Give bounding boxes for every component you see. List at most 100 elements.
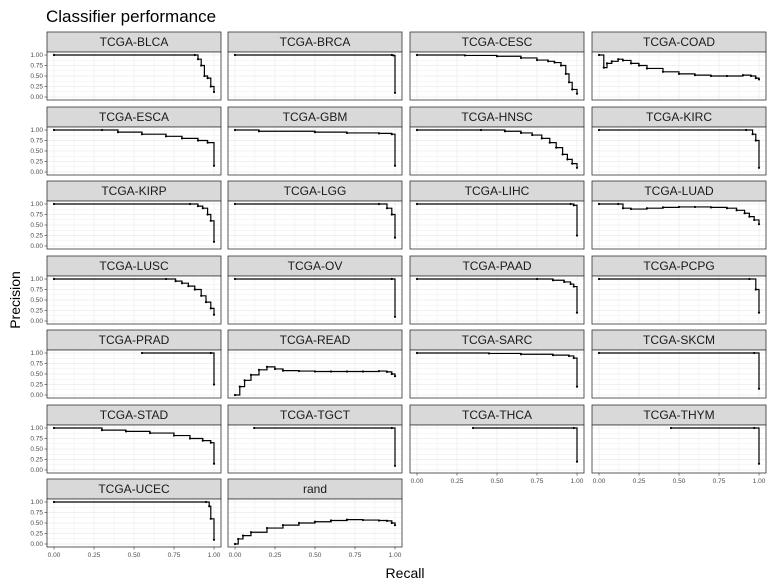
x-tick-label: 0.25 — [269, 552, 282, 559]
pr-point — [212, 538, 216, 541]
facet-strip-label: TCGA-OV — [288, 259, 343, 273]
pr-point — [233, 202, 237, 206]
pr-point — [575, 385, 579, 388]
facet-strip-label: TCGA-PAAD — [462, 259, 531, 273]
pr-point — [563, 280, 566, 284]
pr-points — [52, 53, 216, 94]
facet-tcga-kirp: TCGA-KIRP 0.00 0.25 0.50 0.75 1.00 — [30, 180, 222, 250]
x-tick-label: 0.75 — [349, 552, 362, 559]
pr-point — [209, 219, 212, 222]
pr-point — [751, 133, 754, 136]
pr-point — [617, 58, 620, 61]
pr-point — [345, 131, 349, 135]
facet-strip-label: TCGA-HNSC — [461, 110, 533, 124]
facet-tcga-thca: TCGA-THCA — [409, 404, 585, 474]
y-tick-label: 0.00 — [30, 169, 43, 176]
pr-point — [548, 141, 551, 144]
pr-point — [564, 72, 567, 75]
pr-point — [393, 315, 397, 318]
pr-point — [212, 313, 216, 316]
pr-point — [196, 58, 200, 61]
y-tick-label: 0.50 — [30, 148, 43, 155]
pr-point — [377, 132, 381, 135]
y-tick-label: 0.75 — [30, 436, 43, 443]
pr-point — [661, 206, 665, 209]
pr-curve-tcga-hnsc — [417, 129, 578, 168]
pr-points — [52, 277, 216, 316]
x-tick-label: 1.00 — [389, 552, 402, 559]
pr-points — [669, 426, 761, 465]
pr-point — [52, 128, 56, 132]
pr-point — [281, 524, 285, 527]
gridlines — [228, 350, 402, 398]
pr-point — [559, 64, 563, 67]
y-tick-label: 0.50 — [30, 371, 43, 378]
pr-point — [212, 164, 216, 167]
pr-point — [415, 53, 419, 57]
pr-point — [265, 526, 269, 530]
facet-strip-label: TCGA-PRAD — [99, 333, 170, 347]
pr-point — [377, 202, 381, 206]
facet-strip-label: TCGA-PCPG — [643, 259, 714, 273]
gridlines — [592, 127, 766, 175]
pr-point — [206, 141, 209, 144]
pr-point — [390, 213, 393, 216]
pr-point — [535, 277, 539, 281]
facet-strip-label: TCGA-SARC — [462, 333, 533, 347]
pr-point — [749, 74, 753, 78]
pr-point — [597, 202, 601, 206]
x-tick-label: 0.75 — [168, 552, 181, 559]
pr-point — [735, 209, 738, 212]
pr-point — [204, 500, 208, 504]
plot-border — [591, 349, 767, 399]
pr-point — [757, 78, 761, 81]
facet-panels: TCGA-BLCA 0.00 0.25 0.50 0.75 1.00 TCGA-BRCA TC… — [30, 31, 767, 548]
x-tick-label: 0.25 — [88, 552, 101, 559]
pr-point — [313, 520, 317, 523]
pr-point — [748, 277, 751, 281]
facet-tcga-cesc: TCGA-CESC — [409, 31, 585, 101]
pr-point — [180, 282, 184, 285]
facet-strip-label: TCGA-KIRC — [646, 110, 712, 124]
pr-point — [757, 462, 761, 465]
pr-point — [196, 139, 200, 142]
pr-point — [385, 519, 389, 523]
pr-point — [575, 234, 579, 237]
pr-point — [174, 280, 177, 283]
plot-border — [409, 349, 585, 399]
plot-border — [409, 51, 585, 101]
pr-point — [233, 393, 237, 397]
facet-strip-label: TCGA-CESC — [462, 35, 533, 49]
y-tick-label: 0.25 — [30, 159, 43, 166]
pr-point — [741, 74, 745, 77]
y-tick-label: 0.75 — [30, 361, 43, 368]
pr-point — [233, 128, 237, 132]
pr-point — [757, 223, 761, 226]
x-tick-label: 0.25 — [451, 478, 464, 485]
pr-point — [345, 518, 349, 521]
x-tick-label: 0.25 — [633, 478, 646, 485]
x-tick-label: 0.00 — [229, 552, 242, 559]
pr-point — [281, 369, 285, 372]
pr-point — [551, 354, 555, 357]
plot-border — [591, 275, 767, 325]
plot-border — [227, 424, 403, 474]
facet-tcga-skcm: TCGA-SKCM — [591, 329, 767, 399]
chart-title: Classifier performance — [46, 7, 216, 26]
pr-point — [569, 202, 572, 206]
y-tick-label: 1.00 — [30, 499, 43, 506]
plot-border — [409, 126, 585, 176]
facet-strip-label: TCGA-GBM — [283, 110, 348, 124]
pr-point — [479, 128, 483, 132]
pr-point — [575, 311, 579, 314]
facet-tcga-luad: TCGA-LUAD — [591, 180, 767, 250]
pr-point — [200, 294, 203, 297]
pr-point — [100, 128, 104, 132]
pr-point — [385, 207, 389, 210]
pr-points — [471, 426, 579, 463]
pr-point — [693, 205, 697, 209]
pr-point — [233, 277, 237, 281]
pr-point — [377, 519, 381, 522]
pr-point — [209, 351, 212, 355]
pr-point — [393, 375, 397, 378]
